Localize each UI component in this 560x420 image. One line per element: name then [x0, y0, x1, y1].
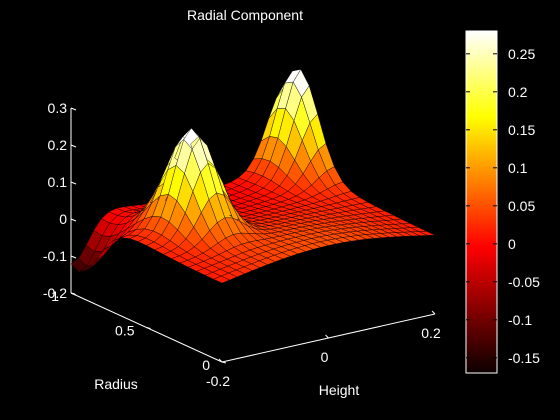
- z-tick-label: 0.1: [48, 174, 68, 190]
- height-tick: [431, 310, 436, 315]
- z-tick-label: 0.2: [48, 137, 68, 153]
- z-tick: [70, 255, 77, 259]
- surface-mesh: [70, 68, 436, 284]
- colorbar-gradient: [465, 30, 498, 374]
- z-tick-label: 0.3: [48, 100, 68, 116]
- axis-ticks: -0.200.200.51-0.2-0.100.10.20.3: [43, 100, 441, 389]
- colorbar-tick-label: 0.1: [508, 160, 528, 176]
- z-tick-label: 0: [59, 211, 67, 227]
- height-tick: [325, 334, 329, 339]
- height-tick-label: 0: [321, 349, 329, 365]
- z-tick-label: -0.1: [43, 248, 67, 264]
- colorbar-tick-label: -0.1: [508, 312, 532, 328]
- radius-tick: [146, 327, 151, 329]
- z-tick: [70, 218, 77, 222]
- z-tick: [70, 292, 77, 296]
- height-tick-label: 0.2: [421, 325, 441, 341]
- colorbar-tick-label: -0.15: [508, 350, 540, 366]
- radius-tick-label: 0.5: [115, 323, 135, 339]
- colorbar-tick-label: 0: [508, 236, 516, 252]
- colorbar-ticks: -0.15 -0.1 -0.05 0 0.05 0.1 0.15 0.2 0.25: [466, 46, 540, 366]
- radius-axis-label: Radius: [94, 376, 138, 392]
- colorbar: -0.15 -0.1 -0.05 0 0.05 0.1 0.15 0.2 0.25: [465, 30, 540, 374]
- height-tick-label: -0.2: [206, 373, 230, 389]
- colorbar-tick-label: 0.2: [508, 84, 528, 100]
- height-axis-label: Height: [319, 382, 360, 398]
- surface-patch: [418, 231, 436, 236]
- z-tick: [70, 181, 77, 185]
- chart-title: Radial Component: [187, 7, 303, 23]
- colorbar-tick-label: 0.05: [508, 198, 535, 214]
- z-tick-label: -0.2: [43, 285, 67, 301]
- colorbar-tick-label: 0.25: [508, 46, 535, 62]
- radius-tick: [221, 361, 227, 364]
- height-tick: [218, 358, 223, 363]
- colorbar-tick-label: -0.05: [508, 274, 540, 290]
- radius-tick-label: 1: [51, 288, 59, 304]
- radius-tick-label: 0: [202, 357, 210, 373]
- z-tick: [70, 144, 77, 148]
- z-tick: [70, 107, 77, 111]
- colorbar-tick-label: 0.15: [508, 122, 535, 138]
